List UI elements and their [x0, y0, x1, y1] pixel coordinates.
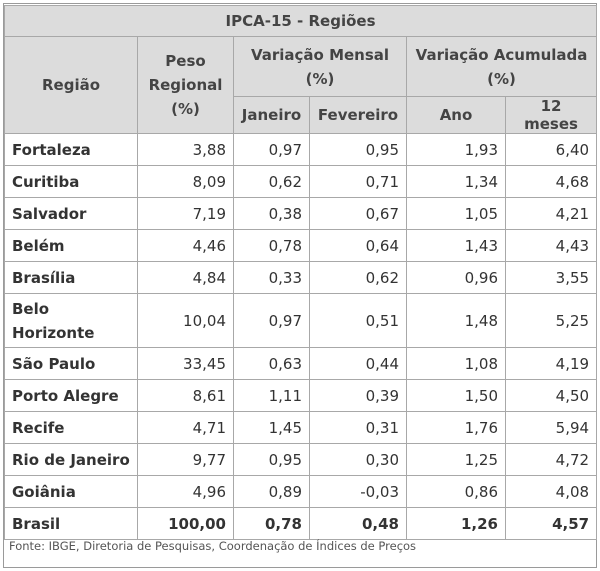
cell-regiao: Brasil	[4, 507, 138, 540]
cell-janeiro: 0,95	[233, 443, 310, 476]
cell-fevereiro: 0,44	[309, 347, 407, 380]
cell-janeiro: 0,78	[233, 507, 310, 540]
cell-ano: 0,86	[406, 475, 506, 508]
table-row: Recife 4,71 1,45 0,31 1,76 5,94	[4, 411, 598, 444]
cell-janeiro: 0,38	[233, 197, 310, 230]
cell-peso: 4,46	[137, 229, 234, 262]
cell-regiao: Goiânia	[4, 475, 138, 508]
cell-peso: 33,45	[137, 347, 234, 380]
cell-ano: 1,43	[406, 229, 506, 262]
cell-12-meses: 4,72	[504, 443, 598, 476]
cell-regiao: Belém	[4, 229, 138, 262]
cell-regiao: Brasília	[4, 261, 138, 294]
cell-12-meses: 5,94	[504, 411, 598, 444]
cell-janeiro: 0,62	[233, 165, 310, 198]
cell-janeiro: 0,89	[233, 475, 310, 508]
cell-janeiro: 0,97	[233, 293, 310, 348]
cell-ano: 1,25	[406, 443, 506, 476]
cell-peso: 9,77	[137, 443, 234, 476]
table-row: Salvador 7,19 0,38 0,67 1,05 4,21	[4, 197, 598, 230]
cell-12-meses: 4,21	[504, 197, 598, 230]
cell-12-meses: 3,55	[504, 261, 598, 294]
header-ano: Ano	[406, 96, 506, 134]
cell-fevereiro: 0,31	[309, 411, 407, 444]
cell-ano: 1,93	[406, 133, 506, 166]
cell-regiao: Fortaleza	[4, 133, 138, 166]
cell-12-meses: 4,19	[504, 347, 598, 380]
cell-fevereiro: 0,62	[309, 261, 407, 294]
cell-janeiro: 0,63	[233, 347, 310, 380]
cell-fevereiro: 0,71	[309, 165, 407, 198]
cell-regiao: Salvador	[4, 197, 138, 230]
cell-peso: 10,04	[137, 293, 234, 348]
source-note: Fonte: IBGE, Diretoria de Pesquisas, Coo…	[9, 539, 417, 553]
cell-peso: 4,96	[137, 475, 234, 508]
header-peso: Peso Regional (%)	[137, 36, 234, 134]
cell-peso: 3,88	[137, 133, 234, 166]
header-12-meses: 12 meses	[504, 96, 598, 134]
cell-peso: 7,19	[137, 197, 234, 230]
table-row: São Paulo 33,45 0,63 0,44 1,08 4,19	[4, 347, 598, 380]
cell-peso: 4,84	[137, 261, 234, 294]
cell-ano: 1,48	[406, 293, 506, 348]
cell-regiao: Belo Horizonte	[4, 293, 138, 348]
cell-fevereiro: -0,03	[309, 475, 407, 508]
cell-regiao: Porto Alegre	[4, 379, 138, 412]
cell-ano: 1,05	[406, 197, 506, 230]
header-regiao: Região	[4, 36, 138, 134]
header-janeiro: Janeiro	[233, 96, 310, 134]
cell-ano: 1,50	[406, 379, 506, 412]
cell-12-meses: 6,40	[504, 133, 598, 166]
cell-peso: 8,09	[137, 165, 234, 198]
cell-peso: 100,00	[137, 507, 234, 540]
cell-ano: 1,08	[406, 347, 506, 380]
cell-12-meses: 4,43	[504, 229, 598, 262]
header-acumulada: Variação Acumulada (%)	[405, 36, 598, 97]
cell-janeiro: 0,33	[233, 261, 310, 294]
cell-janeiro: 0,78	[233, 229, 310, 262]
table-row: Curitiba 8,09 0,62 0,71 1,34 4,68	[4, 165, 598, 198]
table-row: Goiânia 4,96 0,89 -0,03 0,86 4,08	[4, 475, 598, 508]
cell-fevereiro: 0,67	[309, 197, 407, 230]
table-row: Fortaleza 3,88 0,97 0,95 1,93 6,40	[4, 133, 598, 166]
cell-regiao: São Paulo	[4, 347, 138, 380]
cell-fevereiro: 0,51	[309, 293, 407, 348]
cell-regiao: Curitiba	[4, 165, 138, 198]
cell-janeiro: 0,97	[233, 133, 310, 166]
cell-janeiro: 1,45	[233, 411, 310, 444]
cell-12-meses: 4,68	[504, 165, 598, 198]
table-title: IPCA-15 - Regiões	[3, 5, 598, 37]
cell-12-meses: 4,50	[504, 379, 598, 412]
cell-ano: 0,96	[406, 261, 506, 294]
header-fevereiro: Fevereiro	[309, 96, 407, 134]
header-mensal: Variação Mensal (%)	[233, 36, 407, 97]
cell-fevereiro: 0,30	[309, 443, 407, 476]
cell-fevereiro: 0,95	[309, 133, 407, 166]
cell-12-meses: 4,57	[504, 507, 598, 540]
cell-regiao: Rio de Janeiro	[4, 443, 138, 476]
cell-peso: 4,71	[137, 411, 234, 444]
cell-peso: 8,61	[137, 379, 234, 412]
cell-fevereiro: 0,48	[309, 507, 407, 540]
table-row: Brasília 4,84 0,33 0,62 0,96 3,55	[4, 261, 598, 294]
cell-12-meses: 4,08	[504, 475, 598, 508]
table-row: Belo Horizonte 10,04 0,97 0,51 1,48 5,25	[4, 293, 598, 348]
cell-ano: 1,34	[406, 165, 506, 198]
table-row: Porto Alegre 8,61 1,11 0,39 1,50 4,50	[4, 379, 598, 412]
cell-regiao: Recife	[4, 411, 138, 444]
cell-ano: 1,26	[406, 507, 506, 540]
cell-janeiro: 1,11	[233, 379, 310, 412]
cell-fevereiro: 0,39	[309, 379, 407, 412]
ipca-regions-table: IPCA-15 - Regiões Região Peso Regional (…	[3, 5, 598, 540]
table-row: Belém 4,46 0,78 0,64 1,43 4,43	[4, 229, 598, 262]
total-row: Brasil 100,00 0,78 0,48 1,26 4,57	[4, 507, 598, 540]
cell-fevereiro: 0,64	[309, 229, 407, 262]
table-row: Rio de Janeiro 9,77 0,95 0,30 1,25 4,72	[4, 443, 598, 476]
cell-ano: 1,76	[406, 411, 506, 444]
cell-12-meses: 5,25	[504, 293, 598, 348]
